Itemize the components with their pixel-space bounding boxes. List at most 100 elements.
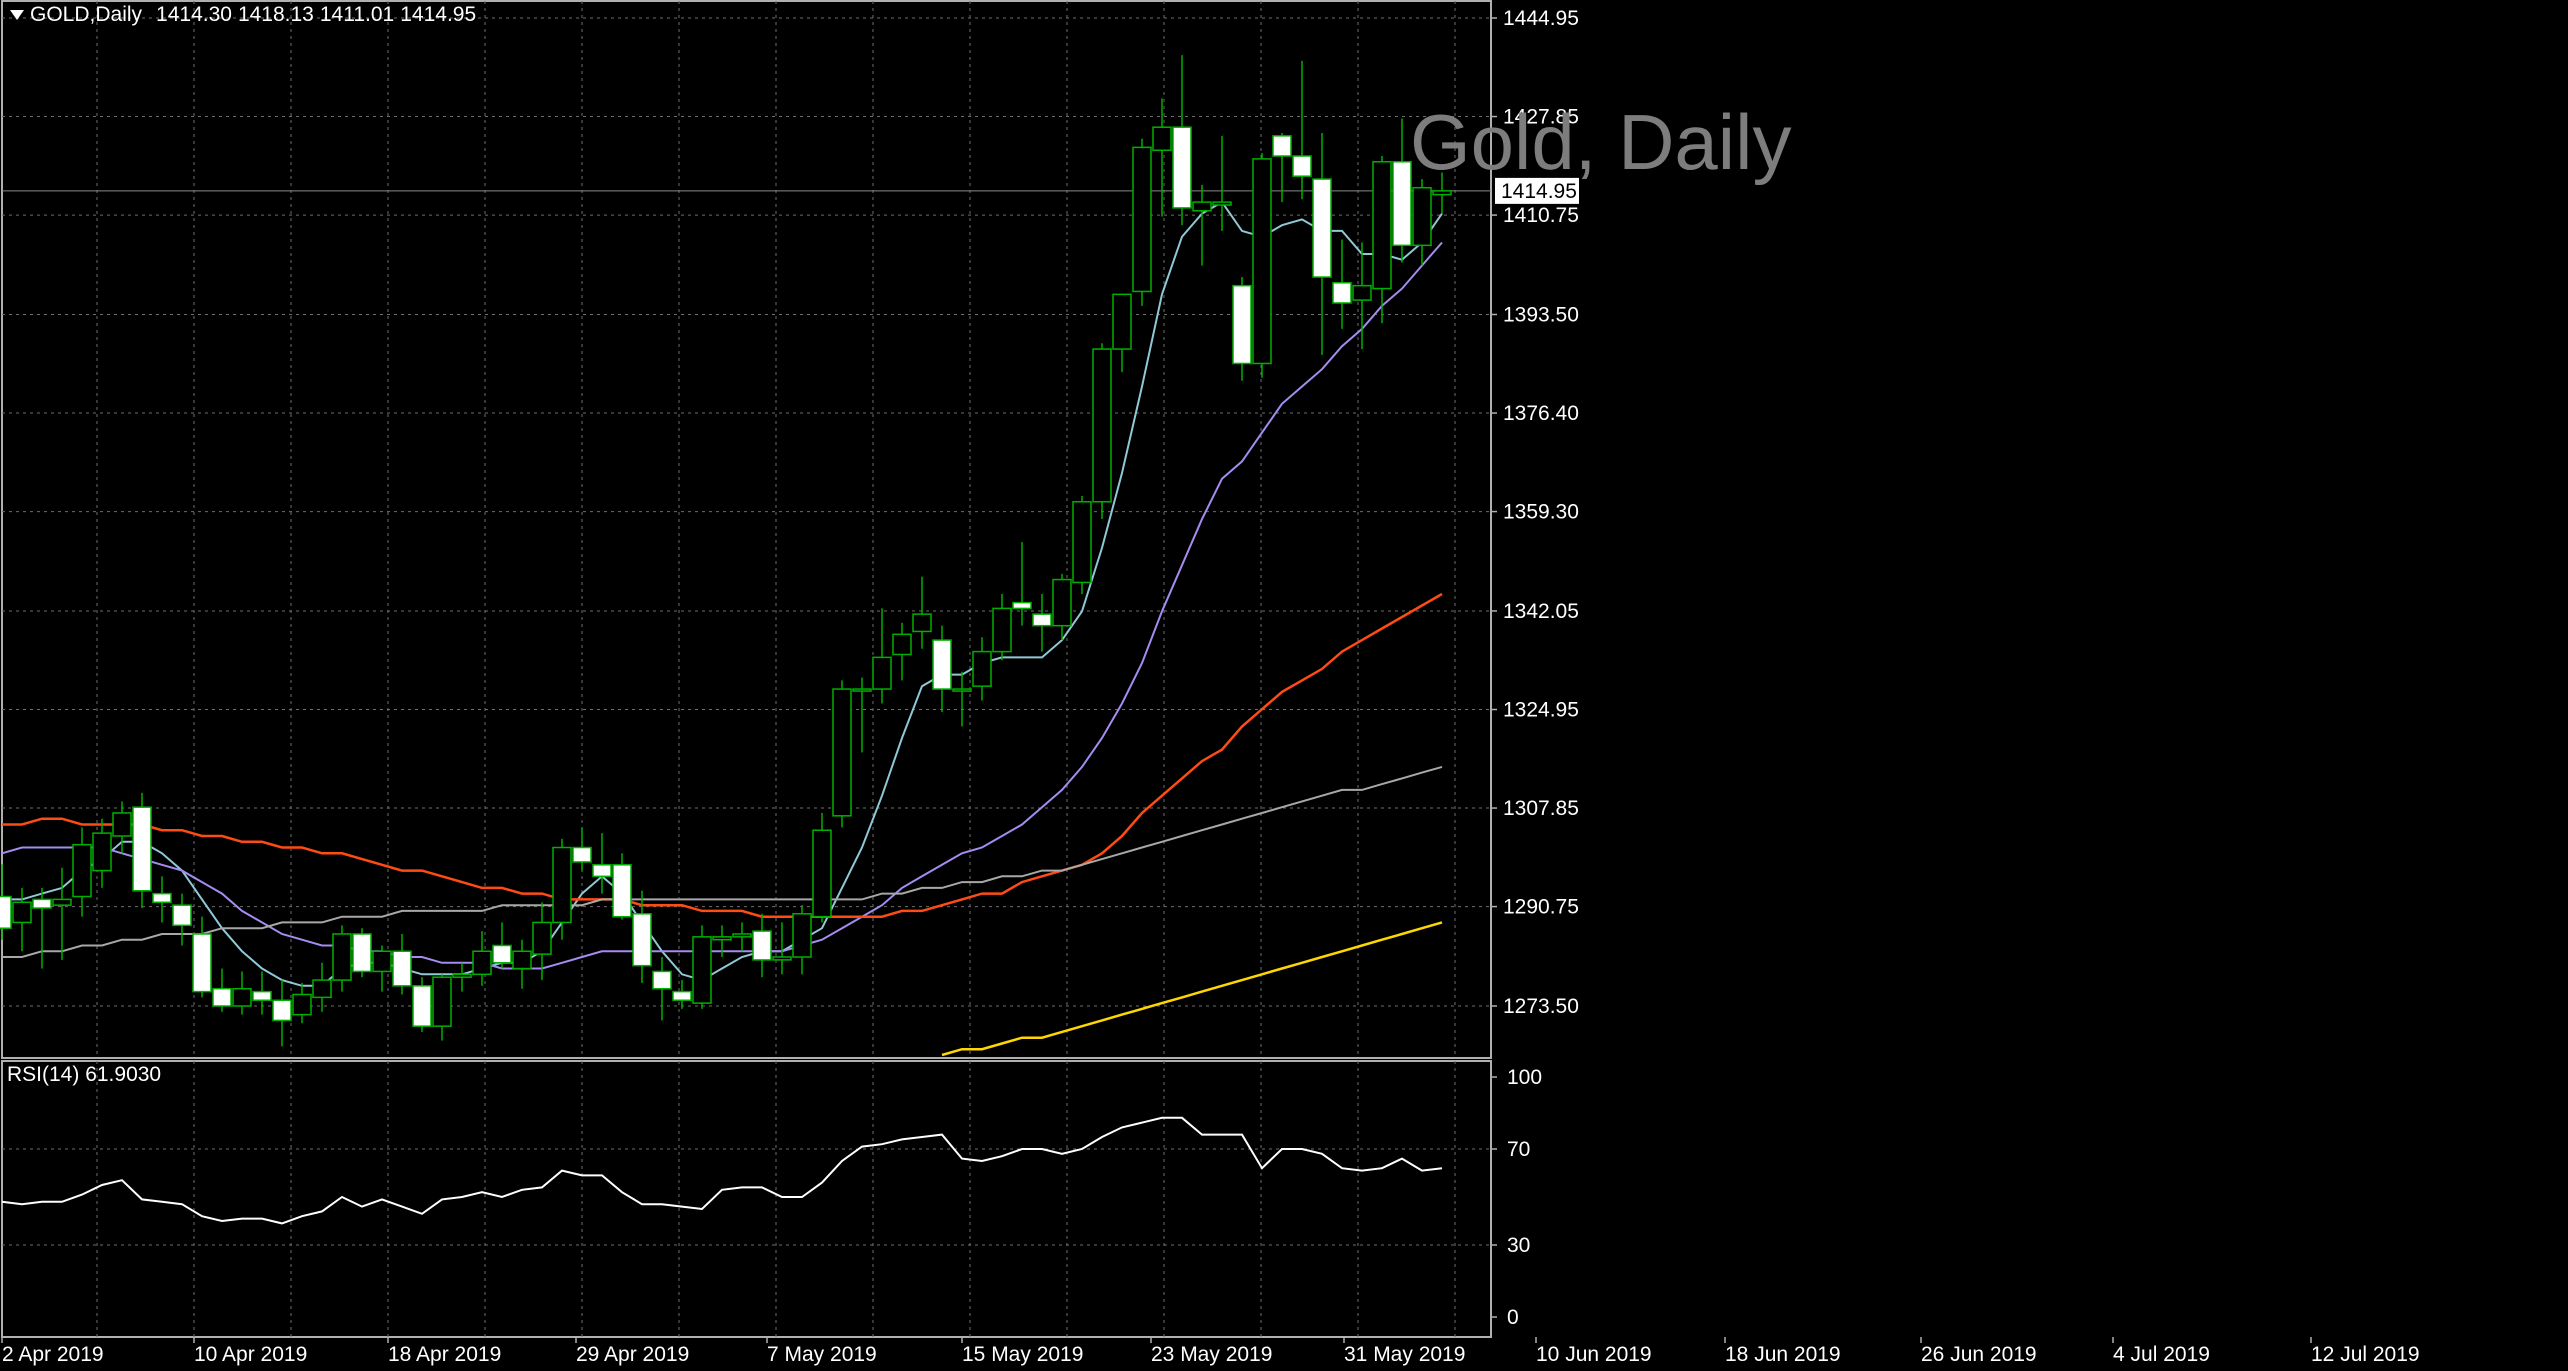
candle bbox=[672, 980, 692, 1009]
candle bbox=[372, 945, 392, 992]
candle-body bbox=[692, 936, 712, 1004]
date-axis-label: 10 Jun 2019 bbox=[1536, 1343, 1652, 1366]
candle-body bbox=[292, 993, 312, 1016]
price-axis-label: 1427.85 bbox=[1503, 106, 1579, 129]
candle bbox=[52, 867, 72, 960]
candle bbox=[712, 925, 732, 958]
candle-body bbox=[272, 999, 292, 1022]
candle bbox=[512, 939, 532, 989]
candle-body bbox=[392, 950, 412, 987]
candle-body bbox=[772, 956, 792, 961]
candle-body bbox=[872, 656, 892, 690]
candle-body bbox=[992, 607, 1012, 653]
date-axis: 2 Apr 2019 10 Apr 2019 18 Apr 2019 29 Apr 2… bbox=[1, 1337, 2420, 1366]
candle bbox=[1132, 138, 1152, 306]
candle bbox=[352, 928, 372, 978]
candle bbox=[172, 893, 192, 946]
candle bbox=[12, 887, 32, 952]
ma-200-line bbox=[941, 921, 1443, 1057]
rsi-line bbox=[1, 1116, 1443, 1225]
date-axis-label: 23 May 2019 bbox=[1151, 1343, 1272, 1366]
candle bbox=[532, 902, 552, 981]
candle-body bbox=[632, 913, 652, 967]
price-axis-label: 1444.95 bbox=[1503, 7, 1579, 30]
candle bbox=[812, 812, 832, 923]
date-axis-label: 10 Apr 2019 bbox=[194, 1343, 307, 1366]
candle bbox=[632, 890, 652, 983]
candle bbox=[852, 677, 872, 753]
date-axis-label: 18 Jun 2019 bbox=[1725, 1343, 1841, 1366]
current-price-tag-bg bbox=[1495, 177, 1579, 204]
candle-body bbox=[92, 832, 112, 872]
date-axis-label: 12 Jul 2019 bbox=[2311, 1343, 2420, 1366]
candle bbox=[0, 864, 12, 940]
candle bbox=[932, 625, 952, 713]
candle-body bbox=[1392, 161, 1412, 247]
candle bbox=[1252, 153, 1272, 378]
candle bbox=[432, 974, 452, 1041]
candle bbox=[212, 968, 232, 1012]
candle-body bbox=[512, 950, 532, 970]
candle-body bbox=[1312, 178, 1332, 278]
candle bbox=[652, 957, 672, 1021]
candle bbox=[132, 792, 152, 909]
chart-header: GOLD,Daily 1414.30 1418.13 1411.01 1414.… bbox=[10, 3, 476, 27]
candle-body bbox=[0, 895, 12, 929]
symbol-menu-triangle-icon[interactable] bbox=[10, 10, 24, 20]
price-axis-label: 1410.75 bbox=[1503, 204, 1579, 227]
symbol-timeframe: GOLD,Daily bbox=[30, 3, 143, 26]
candle bbox=[772, 922, 792, 975]
current-price-tag: 1414.95 bbox=[1495, 177, 1579, 204]
price-axis-label: 1273.50 bbox=[1503, 995, 1579, 1018]
date-axis-label: 18 Apr 2019 bbox=[388, 1343, 501, 1366]
rsi-axis-label: 30 bbox=[1507, 1234, 1530, 1257]
candle-body bbox=[1212, 201, 1232, 206]
candle-body bbox=[332, 933, 352, 981]
current-price-tag-label: 1414.95 bbox=[1501, 180, 1577, 203]
candle bbox=[472, 931, 492, 986]
candle bbox=[1292, 60, 1312, 200]
candle bbox=[792, 905, 812, 975]
candle-body bbox=[1332, 282, 1352, 304]
candle bbox=[112, 801, 132, 854]
candle-body bbox=[1252, 158, 1272, 365]
candle-body bbox=[732, 933, 752, 938]
candle-body bbox=[312, 979, 332, 999]
candle bbox=[232, 971, 252, 1015]
candle-body bbox=[12, 901, 32, 924]
candle-body bbox=[352, 933, 372, 973]
candle-body bbox=[1072, 501, 1092, 584]
candle bbox=[1232, 277, 1252, 381]
candle bbox=[872, 608, 892, 704]
price-axis: 1444.95 1427.85 1410.75 1393.50 1376.40 1359.… bbox=[1491, 7, 1579, 1018]
candle bbox=[1372, 156, 1392, 324]
candle bbox=[892, 622, 912, 681]
candle-body bbox=[792, 913, 812, 958]
price-axis-label: 1359.30 bbox=[1503, 501, 1579, 524]
candle bbox=[1392, 118, 1412, 263]
price-axis-label: 1307.85 bbox=[1503, 797, 1579, 820]
candle-body bbox=[552, 846, 572, 924]
date-axis-label: 7 May 2019 bbox=[767, 1343, 877, 1366]
candle bbox=[92, 818, 112, 888]
candle bbox=[1092, 343, 1112, 520]
rsi-axis-label: 70 bbox=[1507, 1138, 1530, 1161]
candle bbox=[1332, 239, 1352, 329]
price-axis-label: 1342.05 bbox=[1503, 600, 1579, 623]
candle bbox=[312, 962, 332, 1012]
candle-body bbox=[192, 933, 212, 993]
candle bbox=[1312, 132, 1332, 355]
candle-body bbox=[1092, 348, 1112, 503]
candle bbox=[552, 838, 572, 940]
candle bbox=[1032, 593, 1052, 652]
candle-body bbox=[1432, 190, 1452, 196]
date-axis-label: 2 Apr 2019 bbox=[2, 1343, 104, 1366]
candle-body bbox=[112, 812, 132, 837]
date-axis-label: 4 Jul 2019 bbox=[2113, 1343, 2210, 1366]
candle-body bbox=[1052, 578, 1072, 627]
candle-body bbox=[172, 904, 192, 927]
rsi-header: RSI(14) 61.9030 bbox=[7, 1063, 161, 1087]
candle-body bbox=[1292, 155, 1312, 177]
candle bbox=[152, 876, 172, 923]
